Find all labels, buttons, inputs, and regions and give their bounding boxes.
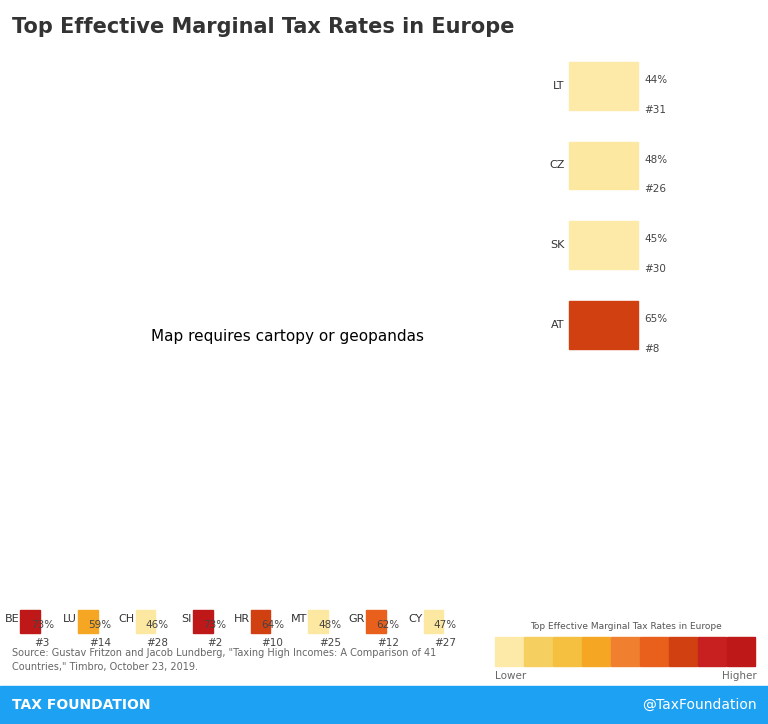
Text: CZ: CZ bbox=[549, 161, 564, 170]
Bar bbox=[20, 610, 40, 633]
Text: 48%: 48% bbox=[644, 155, 667, 165]
Bar bbox=[569, 301, 638, 349]
Bar bbox=[78, 610, 98, 633]
Bar bbox=[569, 222, 638, 269]
Text: SK: SK bbox=[551, 240, 564, 250]
Text: AT: AT bbox=[551, 320, 564, 329]
Text: TAX FOUNDATION: TAX FOUNDATION bbox=[12, 698, 150, 712]
Bar bbox=[495, 638, 523, 666]
Text: #8: #8 bbox=[644, 344, 660, 353]
Text: #3: #3 bbox=[35, 638, 50, 648]
Text: 59%: 59% bbox=[88, 620, 111, 630]
Text: #12: #12 bbox=[377, 638, 399, 648]
Text: 44%: 44% bbox=[644, 75, 667, 85]
Text: #26: #26 bbox=[644, 185, 667, 194]
Text: Top Effective Marginal Tax Rates in Europe: Top Effective Marginal Tax Rates in Euro… bbox=[12, 17, 514, 37]
Text: #27: #27 bbox=[435, 638, 456, 648]
Bar bbox=[569, 62, 638, 110]
Text: 48%: 48% bbox=[319, 620, 342, 630]
Text: 62%: 62% bbox=[376, 620, 399, 630]
Text: #10: #10 bbox=[262, 638, 283, 648]
Text: Higher: Higher bbox=[722, 671, 756, 681]
Bar bbox=[727, 638, 755, 666]
Text: CH: CH bbox=[118, 614, 134, 624]
Text: #31: #31 bbox=[644, 105, 667, 114]
Text: LU: LU bbox=[63, 614, 77, 624]
Bar bbox=[308, 610, 328, 633]
Text: Map requires cartopy or geopandas: Map requires cartopy or geopandas bbox=[151, 329, 425, 344]
Text: MT: MT bbox=[291, 614, 307, 624]
Text: 73%: 73% bbox=[31, 620, 54, 630]
Text: 65%: 65% bbox=[644, 314, 667, 324]
Bar bbox=[525, 638, 552, 666]
Text: Source: Gustav Fritzon and Jacob Lundberg, "Taxing High Incomes: A Comparison of: Source: Gustav Fritzon and Jacob Lundber… bbox=[12, 648, 435, 672]
Text: #28: #28 bbox=[147, 638, 168, 648]
Bar bbox=[194, 610, 213, 633]
Bar bbox=[582, 638, 611, 666]
Bar bbox=[366, 610, 386, 633]
Bar bbox=[569, 142, 638, 190]
Bar bbox=[641, 638, 668, 666]
Text: 47%: 47% bbox=[434, 620, 457, 630]
Bar bbox=[670, 638, 697, 666]
Bar bbox=[611, 638, 639, 666]
Text: 73%: 73% bbox=[204, 620, 227, 630]
Bar bbox=[250, 610, 270, 633]
Text: BE: BE bbox=[5, 614, 19, 624]
Text: CY: CY bbox=[408, 614, 422, 624]
Text: 45%: 45% bbox=[644, 235, 667, 245]
Bar bbox=[554, 638, 581, 666]
Text: LT: LT bbox=[553, 81, 564, 90]
Text: #30: #30 bbox=[644, 264, 666, 274]
Text: GR: GR bbox=[349, 614, 365, 624]
Text: Lower: Lower bbox=[495, 671, 527, 681]
Text: Top Effective Marginal Tax Rates in Europe: Top Effective Marginal Tax Rates in Euro… bbox=[530, 622, 722, 631]
Text: 64%: 64% bbox=[261, 620, 284, 630]
Text: #2: #2 bbox=[207, 638, 223, 648]
Text: #25: #25 bbox=[319, 638, 341, 648]
Bar bbox=[136, 610, 155, 633]
Text: SI: SI bbox=[181, 614, 192, 624]
Bar bbox=[698, 638, 727, 666]
Text: 46%: 46% bbox=[146, 620, 169, 630]
Bar bbox=[424, 610, 443, 633]
Text: #14: #14 bbox=[89, 638, 111, 648]
Text: @TaxFoundation: @TaxFoundation bbox=[642, 698, 756, 712]
Text: HR: HR bbox=[233, 614, 250, 624]
